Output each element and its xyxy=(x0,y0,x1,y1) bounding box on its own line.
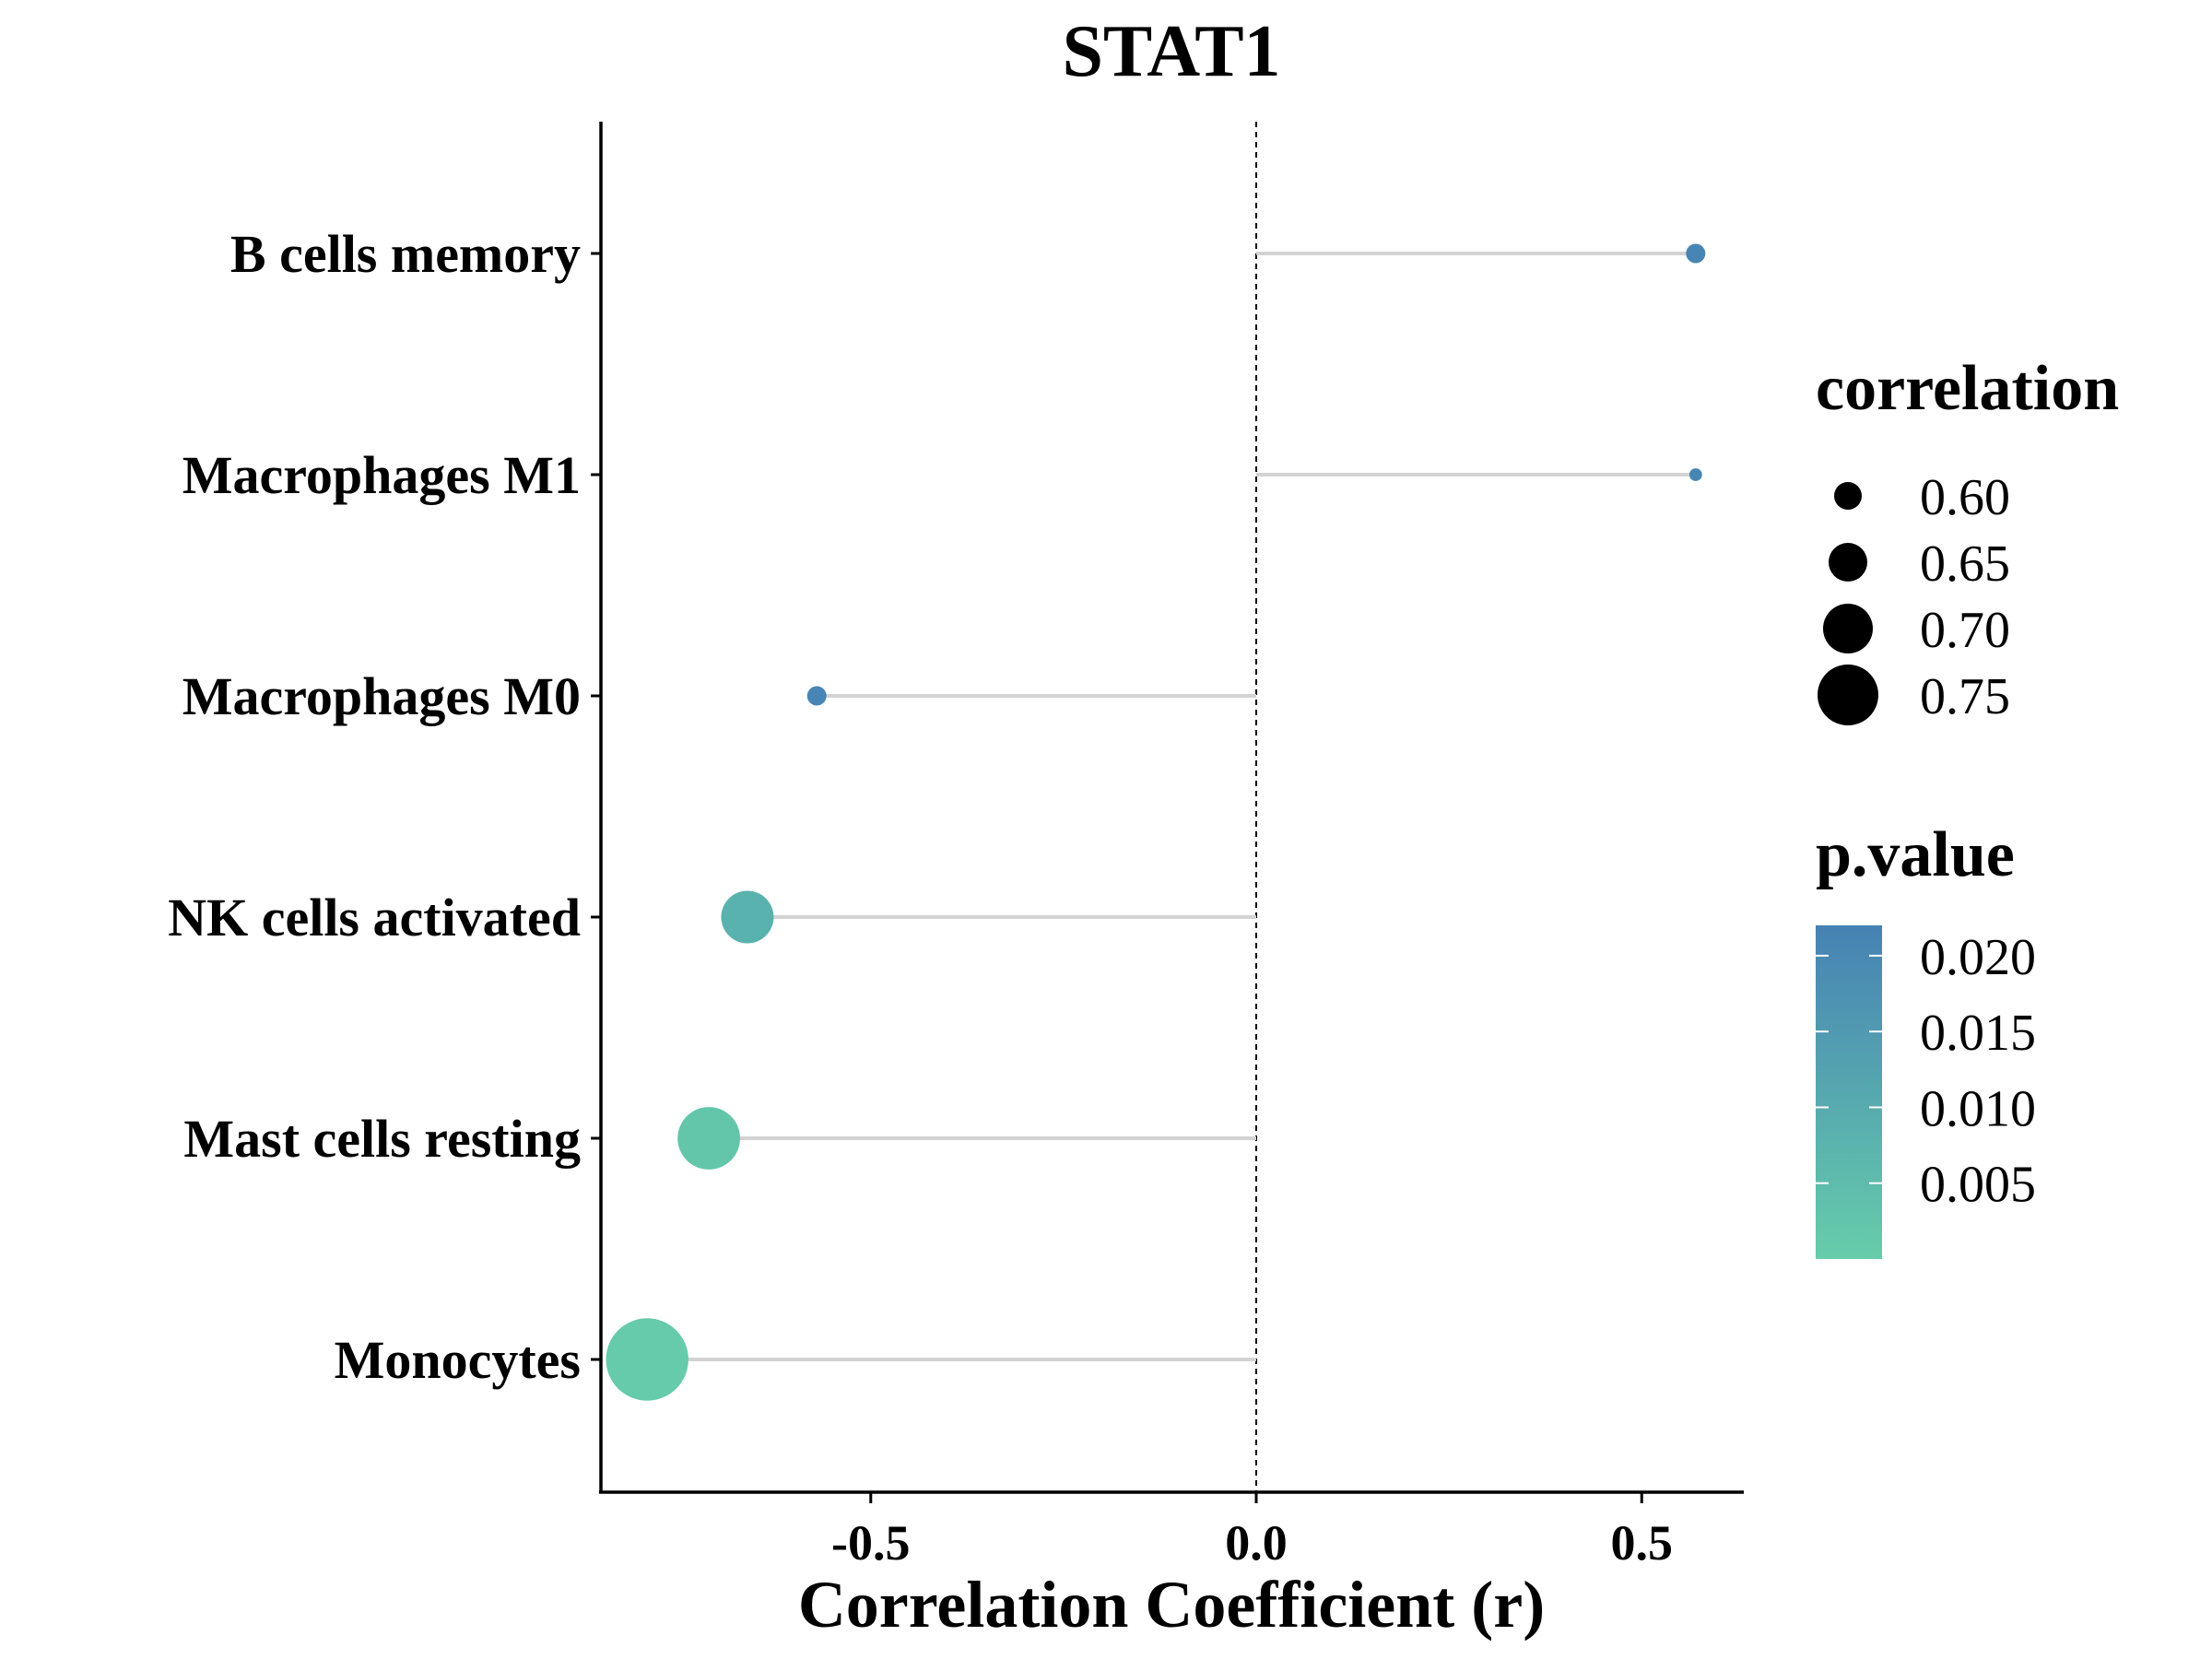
legend-size-key xyxy=(1829,543,1867,582)
legend-pvalue: p.value 0.020 0.015 0.010 0.005 xyxy=(1816,819,2036,1259)
y-tick-label-macrophages-m1: Macrophages M1 xyxy=(182,445,581,505)
legend-size-key xyxy=(1823,604,1873,653)
lollipop-point-macrophages-m0 xyxy=(806,686,827,706)
legend-pvalue-label: 0.005 xyxy=(1920,1157,2036,1214)
legend-size-label: 0.60 xyxy=(1920,469,2010,526)
legend-size-key xyxy=(1818,665,1878,725)
legend-size-label: 0.70 xyxy=(1920,602,2010,659)
y-tick-label-macrophages-m0: Macrophages M0 xyxy=(182,666,581,726)
legend-pvalue-title: p.value xyxy=(1816,819,2015,890)
y-axis-ticks: B cells memory Macrophages M1 Macrophages … xyxy=(168,224,601,1390)
y-tick-label-mast-cells-resting: Mast cells resting xyxy=(183,1109,581,1169)
x-tick-label: 0.5 xyxy=(1611,1515,1674,1571)
legend-pvalue-colorbar xyxy=(1816,925,1882,1259)
legend-size-label: 0.75 xyxy=(1920,668,2010,725)
y-tick-label-monocytes: Monocytes xyxy=(335,1330,581,1390)
legend-size-key xyxy=(1834,482,1862,510)
x-tick-label: 0.0 xyxy=(1225,1515,1288,1571)
lollipop-point-mast-cells-resting xyxy=(677,1107,741,1170)
legend-correlation: correlation 0.60 0.65 0.70 0.75 xyxy=(1816,353,2119,725)
lollipop-point-monocytes xyxy=(606,1318,688,1401)
x-axis-ticks: -0.5 0.0 0.5 xyxy=(831,1492,1673,1571)
legend-correlation-title: correlation xyxy=(1816,353,2119,424)
legend-pvalue-label: 0.015 xyxy=(1920,1005,2036,1062)
legend-pvalue-label: 0.010 xyxy=(1920,1080,2036,1137)
plot-area xyxy=(606,122,1706,1492)
legend-size-label: 0.65 xyxy=(1920,535,2010,593)
lollipop-point-nk-cells-activated xyxy=(721,890,774,944)
y-tick-label-nk-cells-activated: NK cells activated xyxy=(168,888,581,947)
x-axis-label: Correlation Coefficient (r) xyxy=(798,1568,1545,1641)
x-tick-label: -0.5 xyxy=(831,1515,910,1571)
lollipop-point-macrophages-m1 xyxy=(1688,468,1702,481)
chart-title: STAT1 xyxy=(1062,11,1280,92)
legend-pvalue-label: 0.020 xyxy=(1920,929,2036,986)
y-tick-label-b-cells-memory: B cells memory xyxy=(230,224,581,284)
lollipop-point-b-cells-memory xyxy=(1686,243,1706,264)
